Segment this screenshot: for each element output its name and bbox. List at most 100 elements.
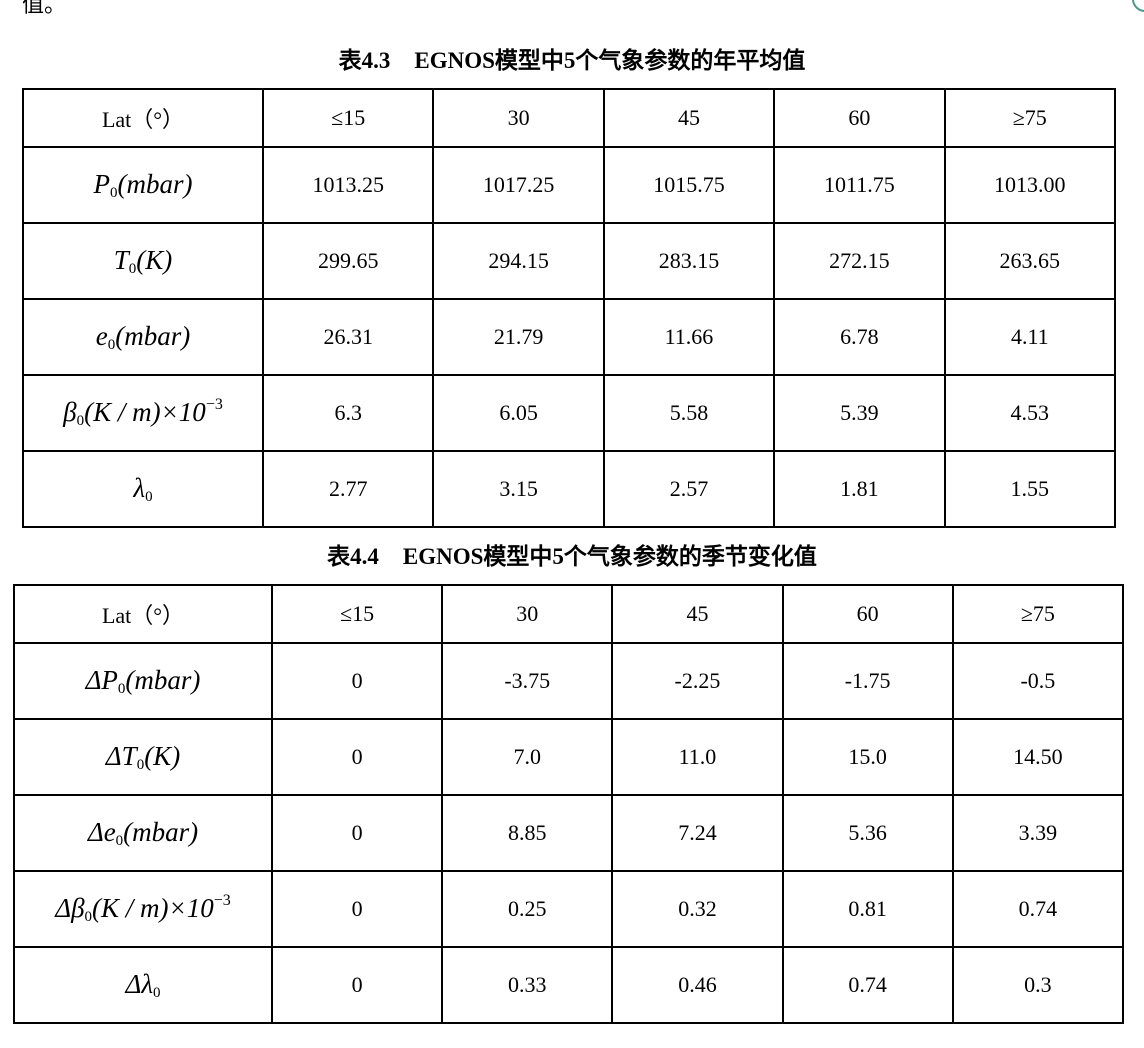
caption-number: 表4.3: [338, 48, 391, 73]
value-cell: 1013.00: [943, 146, 1117, 224]
parameter-subscript: 0: [128, 260, 137, 277]
value-cell: 6.05: [432, 374, 605, 452]
parameter-symbol: β: [71, 893, 85, 923]
value-cell: 0.32: [611, 870, 784, 948]
parameter-cell: T0(K): [22, 222, 264, 300]
parameter-subscript: 0: [117, 680, 126, 697]
parameter-subscript: 0: [115, 832, 124, 849]
value-cell: -0.5: [951, 642, 1125, 720]
parameter-symbol: T: [121, 740, 137, 771]
parameter-symbol: P: [93, 168, 111, 199]
value-cell: 1015.75: [602, 146, 776, 224]
value-cell: 0.81: [781, 870, 954, 948]
parameter-symbol: e: [103, 816, 116, 847]
value-cell: 21.79: [432, 298, 605, 376]
header-latitude-cell: 60: [773, 88, 946, 148]
parameter-exponent: −3: [213, 892, 231, 909]
value-cell: 3.39: [951, 794, 1125, 872]
delta-symbol: Δ: [85, 664, 102, 695]
value-cell: 2.57: [602, 450, 776, 528]
header-latitude-cell: 30: [441, 584, 614, 644]
delta-symbol: Δ: [125, 968, 142, 999]
value-cell: -1.75: [781, 642, 954, 720]
table-caption-4-3: 表4.3 EGNOS模型中5个气象参数的年平均值: [0, 46, 1144, 76]
parameter-cell: ΔT0(K): [13, 718, 273, 796]
table-header-row: Lat（°） ≤15 30 45 60 ≥75: [13, 584, 1125, 644]
header-latitude-cell: 30: [432, 88, 605, 148]
delta-symbol: Δ: [105, 740, 122, 771]
value-cell: 0.3: [951, 946, 1125, 1024]
parameter-unit: (K / m)×10: [84, 397, 206, 427]
value-cell: 283.15: [602, 222, 776, 300]
value-cell: 0: [270, 718, 444, 796]
value-cell: 1.55: [943, 450, 1117, 528]
table-body: Lat（°） ≤15 30 45 60 ≥75 P0(mbar) 1013.25 1017.25…: [22, 88, 1117, 528]
value-cell: 5.39: [773, 374, 946, 452]
header-lat-label: Lat（°）: [22, 88, 264, 148]
table-row: ΔT0(K) 0 7.0 11.0 15.0 14.50: [13, 718, 1125, 796]
parameter-unit: (mbar): [115, 320, 191, 351]
value-cell: 299.65: [261, 222, 435, 300]
delta-symbol: Δ: [87, 816, 104, 847]
table-caption-4-4: 表4.4 EGNOS模型中5个气象参数的季节变化值: [0, 542, 1144, 572]
value-cell: 0.74: [951, 870, 1125, 948]
value-cell: 11.66: [602, 298, 776, 376]
value-cell: 0.46: [611, 946, 784, 1024]
table-seasonal-variation: Lat（°） ≤15 30 45 60 ≥75 ΔP0(mbar) 0 -3.75 -2.25 -1…: [13, 584, 1125, 1024]
value-cell: 4.11: [943, 298, 1117, 376]
value-cell: 0: [270, 870, 444, 948]
value-cell: 6.78: [773, 298, 946, 376]
table-row: Δβ0(K / m)×10−3 0 0.25 0.32 0.81 0.74: [13, 870, 1125, 948]
value-cell: -3.75: [441, 642, 614, 720]
value-cell: 7.0: [441, 718, 614, 796]
value-cell: 1017.25: [432, 146, 605, 224]
table-row: ΔP0(mbar) 0 -3.75 -2.25 -1.75 -0.5: [13, 642, 1125, 720]
value-cell: 26.31: [261, 298, 435, 376]
parameter-symbol: λ: [133, 472, 146, 503]
value-cell: 2.77: [261, 450, 435, 528]
value-cell: 0: [270, 946, 444, 1024]
header-latitude-cell: ≥75: [951, 584, 1125, 644]
parameter-cell: e0(mbar): [22, 298, 264, 376]
value-cell: 11.0: [611, 718, 784, 796]
header-latitude-cell: 45: [611, 584, 784, 644]
value-cell: 14.50: [951, 718, 1125, 796]
table-row: λ0 2.77 3.15 2.57 1.81 1.55: [22, 450, 1117, 528]
header-latitude-cell: ≤15: [261, 88, 435, 148]
delta-symbol: Δ: [55, 893, 72, 923]
parameter-unit: (mbar): [125, 664, 201, 695]
value-cell: 0.25: [441, 870, 614, 948]
parameter-cell: Δβ0(K / m)×10−3: [13, 870, 273, 948]
parameter-unit: (mbar): [117, 168, 193, 199]
table-row: Δλ0 0 0.33 0.46 0.74 0.3: [13, 946, 1125, 1024]
parameter-symbol: β: [63, 397, 77, 427]
value-cell: 4.53: [943, 374, 1117, 452]
parameter-subscript: 0: [136, 756, 145, 773]
parameter-unit: (K / m)×10: [92, 893, 214, 923]
parameter-symbol: T: [113, 244, 129, 275]
parameter-symbol: P: [101, 664, 118, 695]
table-header-row: Lat（°） ≤15 30 45 60 ≥75: [22, 88, 1117, 148]
parameter-cell: Δλ0: [13, 946, 273, 1024]
header-lat-label: Lat（°）: [13, 584, 273, 644]
value-cell: 1.81: [773, 450, 946, 528]
parameter-subscript: 0: [153, 984, 161, 1001]
caption-number: 表4.4: [327, 544, 379, 569]
table-row: β0(K / m)×10−3 6.3 6.05 5.58 5.39 4.53: [22, 374, 1117, 452]
parameter-cell: β0(K / m)×10−3: [22, 374, 264, 452]
value-cell: -2.25: [611, 642, 784, 720]
value-cell: 0.33: [441, 946, 614, 1024]
parameter-unit: (K): [144, 740, 181, 771]
value-cell: 3.15: [432, 450, 605, 528]
parameter-cell: P0(mbar): [22, 146, 264, 224]
parameter-subscript: 0: [76, 413, 85, 429]
value-cell: 0: [270, 794, 444, 872]
parameter-cell: Δe0(mbar): [13, 794, 273, 872]
parameter-symbol: e: [95, 320, 108, 351]
preceding-text-fragment: 值。: [22, 0, 67, 17]
parameter-subscript: 0: [145, 488, 153, 505]
header-latitude-cell: 60: [781, 584, 954, 644]
parameter-subscript: 0: [110, 184, 118, 201]
table-annual-mean: Lat（°） ≤15 30 45 60 ≥75 P0(mbar) 1013.25 1017.25…: [22, 88, 1117, 528]
value-cell: 7.24: [611, 794, 784, 872]
